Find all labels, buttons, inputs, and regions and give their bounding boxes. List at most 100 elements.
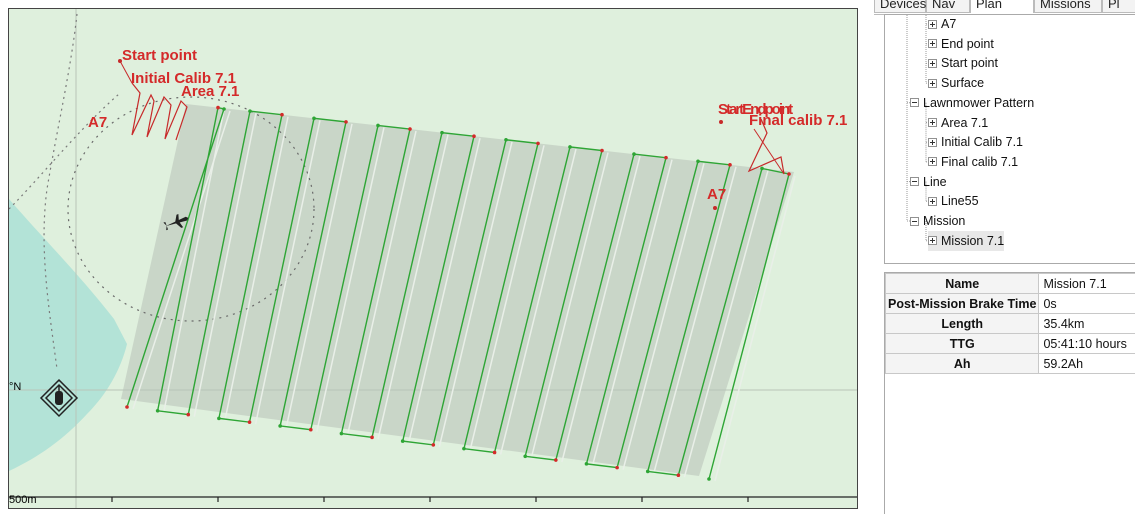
tree-item[interactable]: Surface: [928, 73, 984, 93]
waypoint-marker[interactable]: [216, 105, 220, 110]
waypoint-marker[interactable]: [696, 159, 700, 164]
waypoint-marker[interactable]: [600, 148, 604, 153]
tab-missions[interactable]: Missions: [1034, 0, 1102, 13]
start-point-marker[interactable]: [118, 59, 122, 63]
waypoint-marker[interactable]: [504, 137, 508, 142]
tree-item[interactable]: Final calib 7.1: [928, 152, 1018, 172]
expand-icon[interactable]: [928, 157, 937, 167]
start-end-point-label[interactable]: StartEndpoint: [718, 101, 793, 118]
tree-item[interactable]: Mission: [910, 211, 965, 231]
waypoint-marker[interactable]: [370, 435, 374, 440]
waypoint-marker[interactable]: [339, 431, 344, 436]
tab-nav[interactable]: Nav: [926, 0, 970, 13]
tree-item[interactable]: A7: [928, 14, 956, 34]
waypoint-marker[interactable]: [728, 163, 732, 167]
tree-item[interactable]: Start point: [928, 53, 998, 73]
waypoint-marker[interactable]: [431, 443, 436, 447]
waypoint-marker[interactable]: [440, 130, 444, 135]
property-row[interactable]: TTG 05:41:10 hours: [884, 333, 1135, 354]
expand-icon[interactable]: [928, 39, 937, 49]
waypoint-marker[interactable]: [523, 454, 528, 459]
tab-devices[interactable]: Devices: [874, 0, 926, 13]
property-row[interactable]: Length 35.4km: [884, 313, 1135, 334]
expand-icon[interactable]: [928, 78, 937, 88]
tree-item[interactable]: Lawnmower Pattern: [910, 93, 1034, 113]
start-point-label[interactable]: Start point: [122, 47, 197, 64]
tree-item[interactable]: End point: [928, 34, 994, 54]
property-row[interactable]: Post-Mission Brake Time 0s: [884, 293, 1135, 314]
ais-target-icon[interactable]: [39, 378, 79, 418]
tab-pl[interactable]: Pl: [1102, 0, 1135, 13]
expand-icon[interactable]: [928, 137, 937, 147]
property-value[interactable]: Mission 7.1: [1038, 273, 1135, 294]
initial-calib-label[interactable]: Initial Calib 7.1: [131, 70, 237, 87]
collapse-icon[interactable]: [910, 216, 919, 226]
property-value[interactable]: 59.2Ah: [1038, 353, 1135, 374]
waypoint-marker[interactable]: [664, 155, 668, 160]
waypoint-marker[interactable]: [312, 116, 316, 121]
vehicle-icon[interactable]: [162, 211, 190, 233]
expand-icon[interactable]: [928, 19, 937, 29]
waypoint-marker[interactable]: [676, 473, 681, 478]
collapse-icon[interactable]: [910, 98, 919, 108]
waypoint-marker[interactable]: [707, 477, 711, 481]
waypoint-marker[interactable]: [632, 152, 636, 156]
collapse-icon[interactable]: [910, 177, 919, 187]
waypoint-marker[interactable]: [554, 458, 558, 462]
plan-tree[interactable]: A7 End point Start point Surface Lawnmower P…: [884, 14, 1135, 264]
final-calib-label[interactable]: Final calib 7.1: [749, 112, 848, 129]
waypoint-marker[interactable]: [125, 405, 129, 409]
initial-calib-track[interactable]: [131, 82, 188, 141]
waypoint-marker[interactable]: [247, 420, 252, 424]
tree-item[interactable]: Area 7.1: [928, 113, 988, 133]
tree-item[interactable]: Line: [910, 172, 947, 192]
waypoint-marker[interactable]: [155, 408, 160, 413]
expand-icon[interactable]: [928, 118, 937, 127]
tree-item[interactable]: Initial Calib 7.1: [928, 132, 1023, 152]
final-calib-track[interactable]: [747, 118, 785, 175]
waypoint-marker[interactable]: [408, 127, 412, 131]
tree-item[interactable]: Mission 7.1: [928, 230, 1005, 251]
a7-label-left[interactable]: A7: [88, 114, 108, 131]
map-canvas[interactable]: [9, 9, 858, 509]
waypoint-marker[interactable]: [584, 462, 589, 466]
waypoint-marker[interactable]: [400, 439, 405, 443]
lawnmower-track[interactable]: [125, 105, 796, 482]
tree-item[interactable]: Line55: [928, 191, 979, 211]
waypoint-marker[interactable]: [760, 166, 764, 171]
waypoint-marker[interactable]: [280, 112, 284, 117]
tab-plan[interactable]: Plan: [970, 0, 1034, 13]
property-value[interactable]: 0s: [1038, 293, 1135, 314]
end-point-marker[interactable]: [719, 120, 723, 124]
waypoint-marker[interactable]: [536, 141, 540, 146]
area-label[interactable]: Area 7.1: [181, 83, 240, 100]
map-view[interactable]: Start point Initial Calib 7.1 Area 7.1 A…: [8, 8, 858, 509]
expand-icon[interactable]: [928, 196, 937, 206]
property-row[interactable]: Name Mission 7.1: [884, 273, 1135, 294]
waypoint-marker[interactable]: [186, 412, 191, 417]
property-value[interactable]: 05:41:10 hours: [1038, 333, 1135, 354]
waypoint-marker[interactable]: [376, 123, 380, 128]
property-value[interactable]: 35.4km: [1038, 313, 1135, 334]
waypoint-marker[interactable]: [492, 450, 497, 455]
waypoint-marker[interactable]: [472, 134, 476, 139]
waypoint-marker[interactable]: [217, 416, 221, 421]
a7-marker[interactable]: [713, 206, 717, 210]
property-name: TTG: [884, 333, 1040, 354]
waypoint-marker[interactable]: [248, 109, 252, 113]
property-row[interactable]: Ah 59.2Ah: [884, 353, 1135, 374]
waypoint-marker[interactable]: [278, 424, 282, 428]
a7-label-right[interactable]: A7: [707, 186, 727, 203]
waypoint-marker[interactable]: [787, 172, 791, 176]
waypoint-marker[interactable]: [645, 469, 650, 474]
waypoint-marker[interactable]: [222, 107, 226, 111]
expand-icon[interactable]: [928, 236, 937, 246]
track-line[interactable]: [126, 106, 790, 480]
waypoint-marker[interactable]: [568, 145, 572, 149]
expand-icon[interactable]: [928, 58, 937, 68]
waypoint-marker[interactable]: [615, 465, 619, 470]
waypoint-marker[interactable]: [462, 446, 466, 451]
waypoint-marker[interactable]: [344, 120, 348, 124]
waypoint-marker[interactable]: [308, 427, 313, 432]
swath-stripe: [714, 175, 796, 482]
